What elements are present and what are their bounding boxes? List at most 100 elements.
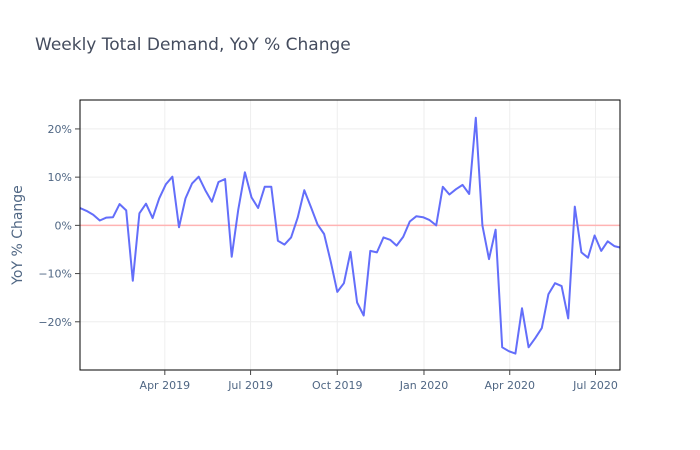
- data-point: [514, 353, 516, 355]
- x-tick-label: Jul 2019: [227, 379, 273, 392]
- plot-frame: [79, 99, 621, 371]
- data-point: [336, 291, 338, 293]
- data-point: [462, 184, 464, 186]
- data-point: [422, 216, 424, 218]
- data-point: [297, 217, 299, 219]
- y-tick-label: 20%: [48, 123, 72, 136]
- y-axis-title: YoY % Change: [10, 185, 26, 286]
- data-point: [237, 208, 239, 210]
- y-tick-label: 10%: [48, 171, 72, 184]
- data-point: [138, 212, 140, 214]
- data-point: [396, 245, 398, 247]
- data-point: [86, 210, 88, 212]
- data-point: [152, 217, 154, 219]
- data-point: [402, 236, 404, 238]
- y-tick-label: 0%: [55, 219, 72, 232]
- data-point: [468, 193, 470, 195]
- data-point: [204, 189, 206, 191]
- data-point: [455, 188, 457, 190]
- data-point: [534, 337, 536, 339]
- data-point: [125, 209, 127, 211]
- series-group: [79, 116, 621, 355]
- data-point: [270, 186, 272, 188]
- data-point: [211, 201, 213, 203]
- data-point: [112, 216, 114, 218]
- data-point: [363, 315, 365, 317]
- series-line: [79, 116, 621, 355]
- data-point: [99, 220, 101, 222]
- data-point: [481, 224, 483, 226]
- data-point: [323, 233, 325, 235]
- data-point: [600, 250, 602, 252]
- data-point: [356, 302, 358, 304]
- data-point: [264, 186, 266, 188]
- data-point: [574, 206, 576, 208]
- data-point: [284, 244, 286, 246]
- data-point: [521, 307, 523, 309]
- chart-title: Weekly Total Demand, YoY % Change: [35, 35, 351, 55]
- x-tick-label: Apr 2020: [484, 379, 535, 392]
- y-axis-ticks: 20% 10% 0% −10% −20%: [38, 123, 80, 329]
- data-point: [277, 240, 279, 242]
- data-point: [119, 203, 121, 205]
- data-point: [132, 280, 134, 282]
- x-tick-label: Jan 2020: [399, 379, 448, 392]
- data-point: [92, 214, 94, 216]
- data-point: [488, 258, 490, 260]
- data-point: [561, 285, 563, 287]
- data-point: [580, 251, 582, 253]
- data-point: [508, 350, 510, 352]
- chart-grid: [80, 100, 620, 370]
- data-point: [448, 194, 450, 196]
- x-axis-ticks: Apr 2019 Jul 2019 Oct 2019 Jan 2020 Apr 2020…: [140, 370, 618, 392]
- data-point: [495, 229, 497, 231]
- data-point: [383, 236, 385, 238]
- data-point: [501, 346, 503, 348]
- x-tick-label: Jul 2020: [572, 379, 618, 392]
- data-point: [165, 183, 167, 185]
- data-point: [350, 251, 352, 253]
- data-point: [389, 239, 391, 241]
- data-point: [290, 236, 292, 238]
- data-point: [429, 219, 431, 221]
- data-point: [567, 317, 569, 319]
- data-point: [547, 293, 549, 295]
- data-point: [303, 189, 305, 191]
- data-point: [198, 176, 200, 178]
- data-point: [191, 182, 193, 184]
- data-point: [607, 240, 609, 242]
- data-point: [376, 251, 378, 253]
- data-point: [613, 245, 615, 247]
- data-point: [541, 327, 543, 329]
- data-point: [224, 178, 226, 180]
- data-point: [218, 181, 220, 183]
- y-tick-label: −10%: [38, 268, 72, 281]
- data-point: [435, 224, 437, 226]
- data-point: [442, 186, 444, 188]
- data-point: [231, 256, 233, 258]
- data-point: [587, 257, 589, 259]
- data-point: [528, 346, 530, 348]
- data-point: [369, 250, 371, 252]
- y-tick-label: −20%: [38, 316, 72, 329]
- data-point: [257, 207, 259, 209]
- data-point: [158, 197, 160, 199]
- data-point: [475, 117, 477, 119]
- data-point: [343, 282, 345, 284]
- data-point: [409, 221, 411, 223]
- data-point: [317, 223, 319, 225]
- data-point: [145, 203, 147, 205]
- data-point: [244, 171, 246, 173]
- data-point: [554, 282, 556, 284]
- data-point: [251, 196, 253, 198]
- data-point: [594, 235, 596, 237]
- data-point: [185, 197, 187, 199]
- data-point: [105, 217, 107, 219]
- data-point: [310, 206, 312, 208]
- data-point: [415, 215, 417, 217]
- data-point: [171, 176, 173, 178]
- x-tick-label: Oct 2019: [312, 379, 363, 392]
- data-point: [330, 261, 332, 263]
- x-tick-label: Apr 2019: [140, 379, 191, 392]
